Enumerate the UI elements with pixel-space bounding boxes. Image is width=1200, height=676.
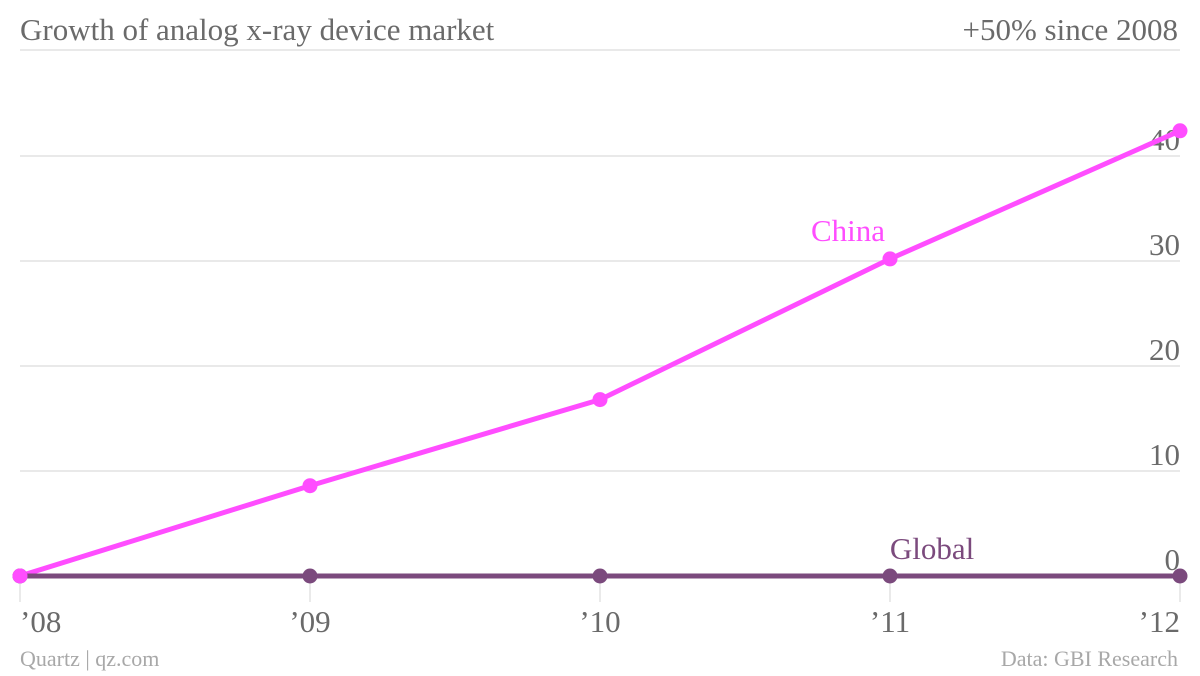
x-tick-label: ’10 [579,604,620,639]
data-point-china [12,568,28,584]
y-tick-label: 30 [1149,227,1180,262]
data-point-global [882,568,898,584]
chart-subtitle: +50% since 2008 [962,12,1178,47]
series-label-china: China [811,213,885,248]
x-tick-label: ’09 [289,604,330,639]
y-tick-label: 0 [1165,542,1181,577]
source-text: Data: GBI Research [1000,646,1178,671]
chart-title: Growth of analog x-ray device market [20,12,495,47]
data-point-china [592,392,608,408]
y-tick-label: 20 [1149,332,1180,367]
x-tick-label: ’11 [870,604,910,639]
data-point-global [1172,568,1188,584]
data-point-china [1172,123,1188,139]
x-tick-label: ’08 [20,604,61,639]
series-label-global: Global [890,531,974,566]
x-tick-label: ’12 [1139,604,1180,639]
data-point-global [302,568,318,584]
data-point-china [302,478,318,494]
data-point-china [882,251,898,267]
credit-text: Quartz | qz.com [20,646,160,671]
y-tick-label: 10 [1149,437,1180,472]
data-point-global [592,568,608,584]
series-line-china [17,128,1183,579]
